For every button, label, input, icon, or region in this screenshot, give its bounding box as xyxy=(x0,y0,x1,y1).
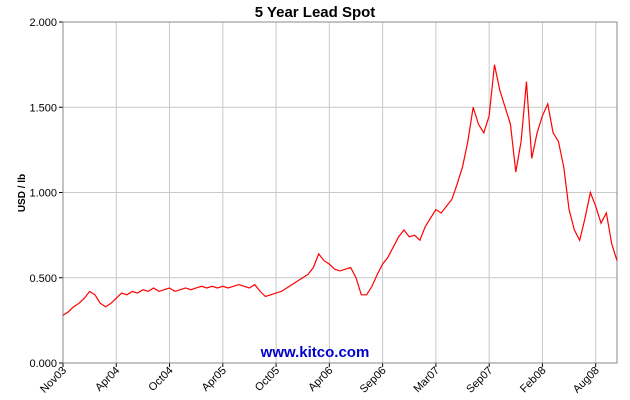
y-tick-label: 0.000 xyxy=(29,358,57,370)
y-tick-label: 1.000 xyxy=(29,188,57,200)
y-tick-label: 1.500 xyxy=(29,102,57,114)
y-axis-label: USD / lb xyxy=(17,174,28,212)
watermark: www.kitco.com xyxy=(260,344,370,361)
chart-title: 5 Year Lead Spot xyxy=(255,4,376,21)
plot-border xyxy=(62,21,618,364)
y-tick-label: 2.000 xyxy=(29,17,57,29)
price-line xyxy=(62,64,618,316)
y-tick-label: 0.500 xyxy=(29,273,57,285)
